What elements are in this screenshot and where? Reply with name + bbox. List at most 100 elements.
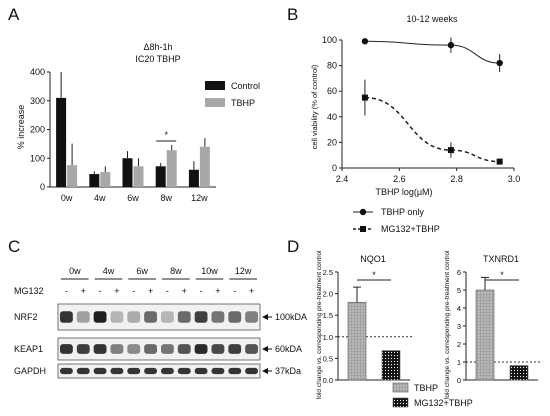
blot-band <box>76 344 90 354</box>
chart-a-legend-label: TBHP <box>231 98 255 108</box>
chart-a-y-tick-label: 400 <box>30 67 45 77</box>
chart-b-point <box>361 38 369 45</box>
chart-d1-ylabel-text: fold change vs. corresponding pre-treatm… <box>316 250 323 399</box>
chart-b-legend-marker <box>359 208 367 216</box>
chart-d-significance-star: * <box>372 270 376 280</box>
blot-band <box>110 367 124 375</box>
chart-d-y-tick-label: 0.0 <box>323 376 333 385</box>
chart-a-significance-star: * <box>164 130 168 140</box>
blot-lane-sign: - <box>99 286 102 296</box>
chart-d-bar <box>475 289 495 381</box>
blot-size-label: 60kDA <box>275 344 302 354</box>
blot-lane-sign: - <box>65 286 68 296</box>
chart-a-legend-label: Control <box>231 81 260 91</box>
chart-b-x-tick-label: 3.0 <box>508 174 521 184</box>
blot-band <box>60 344 73 354</box>
blot-lane-sign: - <box>132 286 135 296</box>
blot-band <box>245 311 258 323</box>
chart-a-title: Δ8h-1h <box>143 42 172 52</box>
chart-a-bar <box>166 150 177 187</box>
chart-b-title: 10-12 weeks <box>406 14 458 24</box>
blot-band <box>228 311 242 323</box>
blot-band <box>127 311 141 323</box>
blot-size-arrow-icon <box>262 314 268 320</box>
panel-b-chart: 10-12 weeks TBHP log(μM) cell viability … <box>310 14 520 234</box>
chart-a-x-tick-label: 0w <box>61 193 73 203</box>
blot-band <box>194 344 208 354</box>
chart-d-bar <box>509 365 529 381</box>
chart-a-bar <box>89 174 100 187</box>
blot-band <box>144 311 157 323</box>
chart-a-ylabel: % increase <box>16 105 26 150</box>
blot-band <box>161 344 174 354</box>
chart-b-y-tick-label: 0 <box>332 163 337 173</box>
chart-d-y-tick-label: 6 <box>457 268 461 277</box>
chart-d-legend-swatch <box>392 382 409 393</box>
blot-size-label: 37kDa <box>275 366 301 376</box>
chart-b-point <box>361 94 368 101</box>
chart-d2-ylabel: fold change vs. corresponding pre-treatm… <box>444 250 451 399</box>
blot-mg132-label: MG132 <box>14 286 44 296</box>
blot-band <box>127 367 141 375</box>
blot-band <box>177 344 191 354</box>
blot-band <box>144 367 157 375</box>
blot-timepoint-label: 8w <box>170 266 182 276</box>
chart-a-bar <box>122 158 133 187</box>
blot-protein-label: NRF2 <box>14 312 38 322</box>
blot-band <box>161 311 174 323</box>
blot-band <box>144 344 157 354</box>
chart-a-bar <box>67 165 78 187</box>
blot-lane-sign: + <box>249 286 254 296</box>
blot-protein-label: GAPDH <box>14 366 46 376</box>
panel-a-chart: Δ8h-1h IC20 TBHP % increase 0 100 200 300 40… <box>16 42 260 203</box>
blot-band <box>245 344 258 354</box>
blot-band <box>228 367 242 375</box>
blot-lane-sign: + <box>81 286 86 296</box>
chart-d-bar <box>347 301 367 381</box>
chart-d2-ylabel-text: fold change vs. corresponding pre-treatm… <box>444 250 451 399</box>
blot-timepoint-label: 12w <box>235 266 252 276</box>
chart-a-x-tick-label: 4w <box>94 193 106 203</box>
chart-d-legend-swatch <box>392 397 409 408</box>
chart-a-x-tick-label: 12w <box>191 193 208 203</box>
chart-a-y-tick-label: 100 <box>30 153 45 163</box>
blot-band <box>161 367 174 375</box>
blot-band <box>177 311 191 323</box>
chart-d-y-tick-label: 5 <box>457 286 461 295</box>
blot-band <box>211 344 225 354</box>
chart-d-y-tick-label: 3 <box>457 322 461 331</box>
chart-d-bar <box>381 350 401 381</box>
chart-b-x-tick-label: 2.6 <box>393 174 406 184</box>
blot-lane-sign: - <box>166 286 169 296</box>
blot-size-arrow-icon <box>262 346 268 352</box>
blot-size-label: 100kDA <box>275 312 307 322</box>
blot-lane-sign: - <box>200 286 203 296</box>
panel-d-charts: NQO1 TXNRD1 fold change vs. correspondin… <box>316 250 542 408</box>
blot-timepoint-label: 6w <box>136 266 148 276</box>
panel-d-letter: D <box>287 237 299 256</box>
blot-lane-sign: + <box>148 286 153 296</box>
chart-a-bar <box>199 146 210 187</box>
chart-b-y-tick-label: 100 <box>322 35 337 45</box>
blot-band <box>211 367 225 375</box>
chart-a-bar <box>155 166 166 187</box>
blot-band <box>127 344 141 354</box>
blot-timepoint-label: 0w <box>69 266 81 276</box>
chart-b-point <box>447 41 455 49</box>
chart-d-y-tick-label: 1.0 <box>323 333 333 342</box>
blot-band <box>228 344 242 354</box>
blot-band <box>211 311 225 323</box>
blot-lane-sign: + <box>182 286 187 296</box>
chart-b-legend-marker <box>360 226 366 232</box>
chart-d1-ylabel: fold change vs. corresponding pre-treatm… <box>316 250 323 399</box>
blot-band <box>93 367 107 375</box>
chart-a-subtitle: IC20 TBHP <box>135 54 180 64</box>
chart-a-y-tick-label: 200 <box>30 125 45 135</box>
chart-a-bar <box>56 97 67 187</box>
blot-lane-sign: + <box>215 286 220 296</box>
chart-a-y-tick-label: 300 <box>30 96 45 106</box>
chart-d-y-tick-label: 2.5 <box>323 268 333 277</box>
blot-band <box>60 311 73 323</box>
blot-lane-sign: - <box>233 286 236 296</box>
